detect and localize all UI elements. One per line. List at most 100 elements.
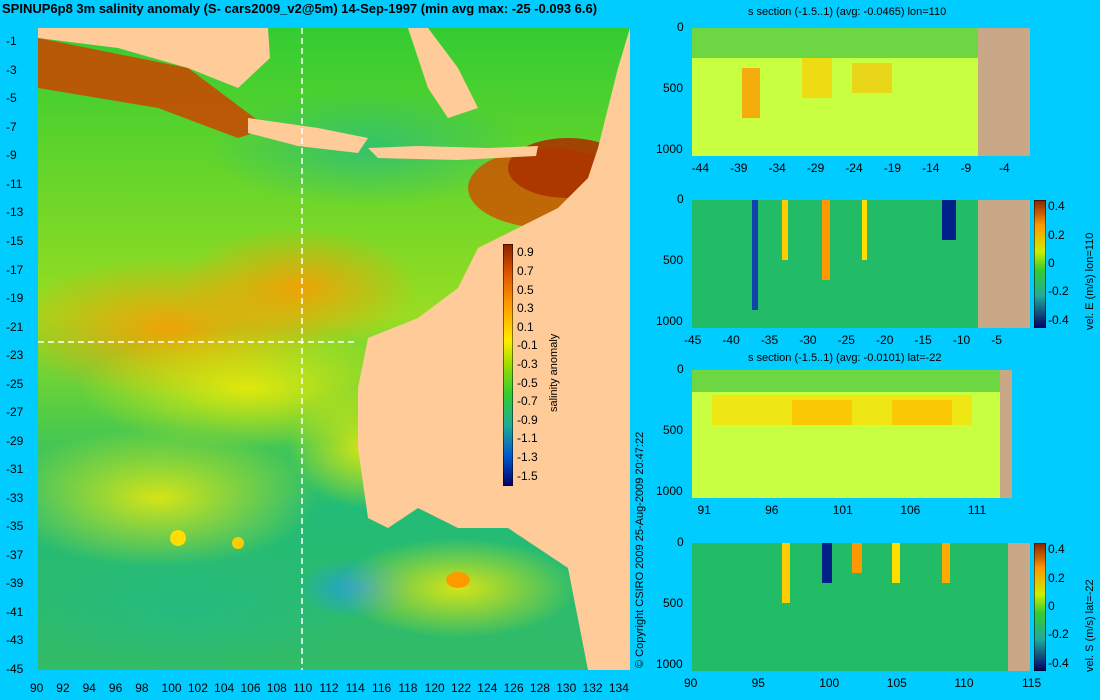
map-y-tick-label: -7: [6, 119, 17, 134]
section-x-tick-label: -15: [914, 333, 932, 347]
salinity-colorbar-tick: 0.7: [517, 263, 534, 278]
lon-section-title: s section (-1.5..1) (avg: -0.0465) lon=1…: [748, 6, 947, 18]
map-x-tick-label: 128: [529, 681, 550, 695]
map-x-tick-label: 112: [319, 681, 339, 695]
section-x-tick-label: -20: [876, 333, 894, 347]
map-y-tick-label: -41: [6, 604, 24, 619]
map-y-tick-label: -29: [6, 433, 24, 448]
map-x-tick-label: 104: [214, 681, 235, 695]
section-y-tick-label: 0: [677, 192, 684, 206]
map-y-tick-label: -33: [6, 490, 24, 505]
section-x-tick-label: -10: [952, 333, 971, 347]
map-x-tick-label: 100: [161, 681, 182, 695]
section-x-tick-label: 111: [967, 503, 987, 517]
velocity-colorbar-tick: 0.2: [1048, 227, 1065, 242]
land-java: [248, 118, 368, 153]
section-y-tick-label: 500: [663, 252, 684, 267]
velocity-colorbar-tick: -0.4: [1048, 312, 1069, 327]
map-x-tick-label: 120: [424, 681, 445, 695]
lat-section-title: s section (-1.5..1) (avg: -0.0101) lat=-…: [748, 352, 942, 364]
copyright-text: © Copyright CSIRO 2009 25-Aug-2009 20:47…: [634, 431, 646, 668]
section-y-tick-label: 0: [677, 535, 684, 549]
velocity-colorbar-tick: 0.4: [1048, 199, 1065, 214]
section-x-tick-label: 90: [684, 676, 698, 690]
map-y-tick-label: -9: [6, 148, 17, 163]
salinity-colorbar-tick: 0.1: [517, 319, 534, 334]
map-x-tick-label: 134: [608, 681, 629, 695]
vel-e-colorbar-label: vel. E (m/s) lon=110: [1084, 232, 1096, 330]
land-australia: [358, 28, 630, 670]
map-x-tick-label: 110: [293, 681, 313, 695]
section-x-tick-label: -19: [883, 161, 902, 175]
section-x-tick-label: -45: [684, 333, 702, 347]
section-y-tick-label: 1000: [656, 141, 683, 156]
map-y-tick-label: -27: [6, 405, 24, 420]
map-x-tick-label: 132: [582, 681, 603, 695]
map-x-tick-label: 94: [82, 681, 96, 695]
salinity-colorbar-tick: -0.5: [517, 375, 538, 390]
map-y-tick-label: -15: [6, 234, 24, 248]
section-x-tick-label: 96: [765, 503, 779, 517]
map-y-tick-label: -39: [6, 576, 24, 591]
section-x-tick-label: 101: [832, 503, 853, 517]
land-borneo: [408, 28, 478, 118]
map-x-tick-label: 116: [372, 681, 392, 695]
map-y-tick-label: -21: [6, 319, 24, 334]
map-y-tick-label: -25: [6, 376, 24, 391]
section-x-tick-label: -44: [691, 161, 710, 175]
map-x-tick-label: 106: [240, 681, 261, 695]
section-y-tick-label: 1000: [656, 483, 683, 498]
lon-section-salinity-plot: [692, 28, 1030, 156]
salinity-colorbar-tick: -0.9: [517, 412, 538, 427]
velocity-colorbar-tick: -0.2: [1048, 627, 1069, 642]
map-y-tick-label: -17: [6, 262, 24, 277]
map-x-tick-label: 96: [108, 681, 123, 695]
section-x-tick-label: -29: [806, 161, 825, 175]
section-x-tick-label: -9: [960, 161, 972, 175]
section-x-tick-label: 106: [900, 503, 921, 517]
land-lesser-sunda: [368, 146, 538, 160]
map-y-tick-label: -35: [6, 519, 24, 534]
section-x-tick-label: -25: [837, 333, 855, 347]
map-y-tick-label: -1: [6, 34, 17, 49]
map-y-tick-label: -23: [6, 348, 24, 363]
lon-section-velocity-plot: [692, 200, 1030, 328]
salinity-colorbar-label: salinity anomaly: [548, 333, 560, 412]
velocity-colorbar-tick: 0.4: [1048, 542, 1065, 557]
section-x-tick-label: -35: [760, 333, 779, 347]
section-x-tick-label: 110: [954, 676, 974, 690]
salinity-colorbar-tick: -0.3: [517, 357, 538, 371]
section-y-tick-label: 1000: [656, 313, 683, 328]
velocity-colorbar-tick: -0.4: [1048, 655, 1069, 670]
land-sumatra: [38, 28, 270, 88]
section-x-tick-label: -5: [991, 333, 1002, 347]
map-x-tick-label: 122: [450, 681, 471, 695]
lat-section-velocity-plot: [692, 543, 1030, 671]
map-x-tick-label: 118: [398, 681, 418, 695]
map-y-tick-label: -13: [6, 205, 24, 220]
velocity-colorbar-tick: 0: [1048, 599, 1055, 613]
lat-section-salinity-plot: [692, 370, 1012, 498]
map-y-tick-label: -11: [6, 176, 23, 191]
section-x-tick-label: 91: [697, 503, 711, 517]
section-x-tick-label: -39: [730, 161, 748, 175]
salinity-colorbar-tick: 0.3: [517, 301, 534, 316]
section-x-tick-label: -34: [768, 161, 786, 175]
section-x-tick-label: -40: [722, 333, 740, 347]
salinity-colorbar-tick: -1.3: [517, 450, 538, 465]
map-x-tick-label: 130: [556, 681, 577, 695]
section-x-tick-label: -4: [998, 161, 1010, 175]
map-y-tick-label: -5: [6, 91, 17, 106]
section-x-tick-label: 105: [886, 676, 907, 690]
salinity-colorbar-tick: 0.5: [517, 282, 534, 297]
section-y-tick-label: 1000: [656, 656, 683, 671]
vel-s-colorbar: [1034, 543, 1046, 671]
salinity-colorbar-tick: -0.1: [517, 338, 538, 353]
map-x-tick-label: 102: [187, 681, 208, 695]
map-x-tick-label: 90: [30, 681, 44, 695]
map-y-tick-label: -19: [6, 291, 24, 306]
map-y-tick-label: -37: [6, 547, 24, 562]
main-map-title: SPINUP6p8 3m salinity anomaly (S- cars20…: [2, 1, 598, 16]
map-x-tick-label: 98: [135, 681, 149, 695]
velocity-colorbar-tick: -0.2: [1048, 284, 1069, 299]
